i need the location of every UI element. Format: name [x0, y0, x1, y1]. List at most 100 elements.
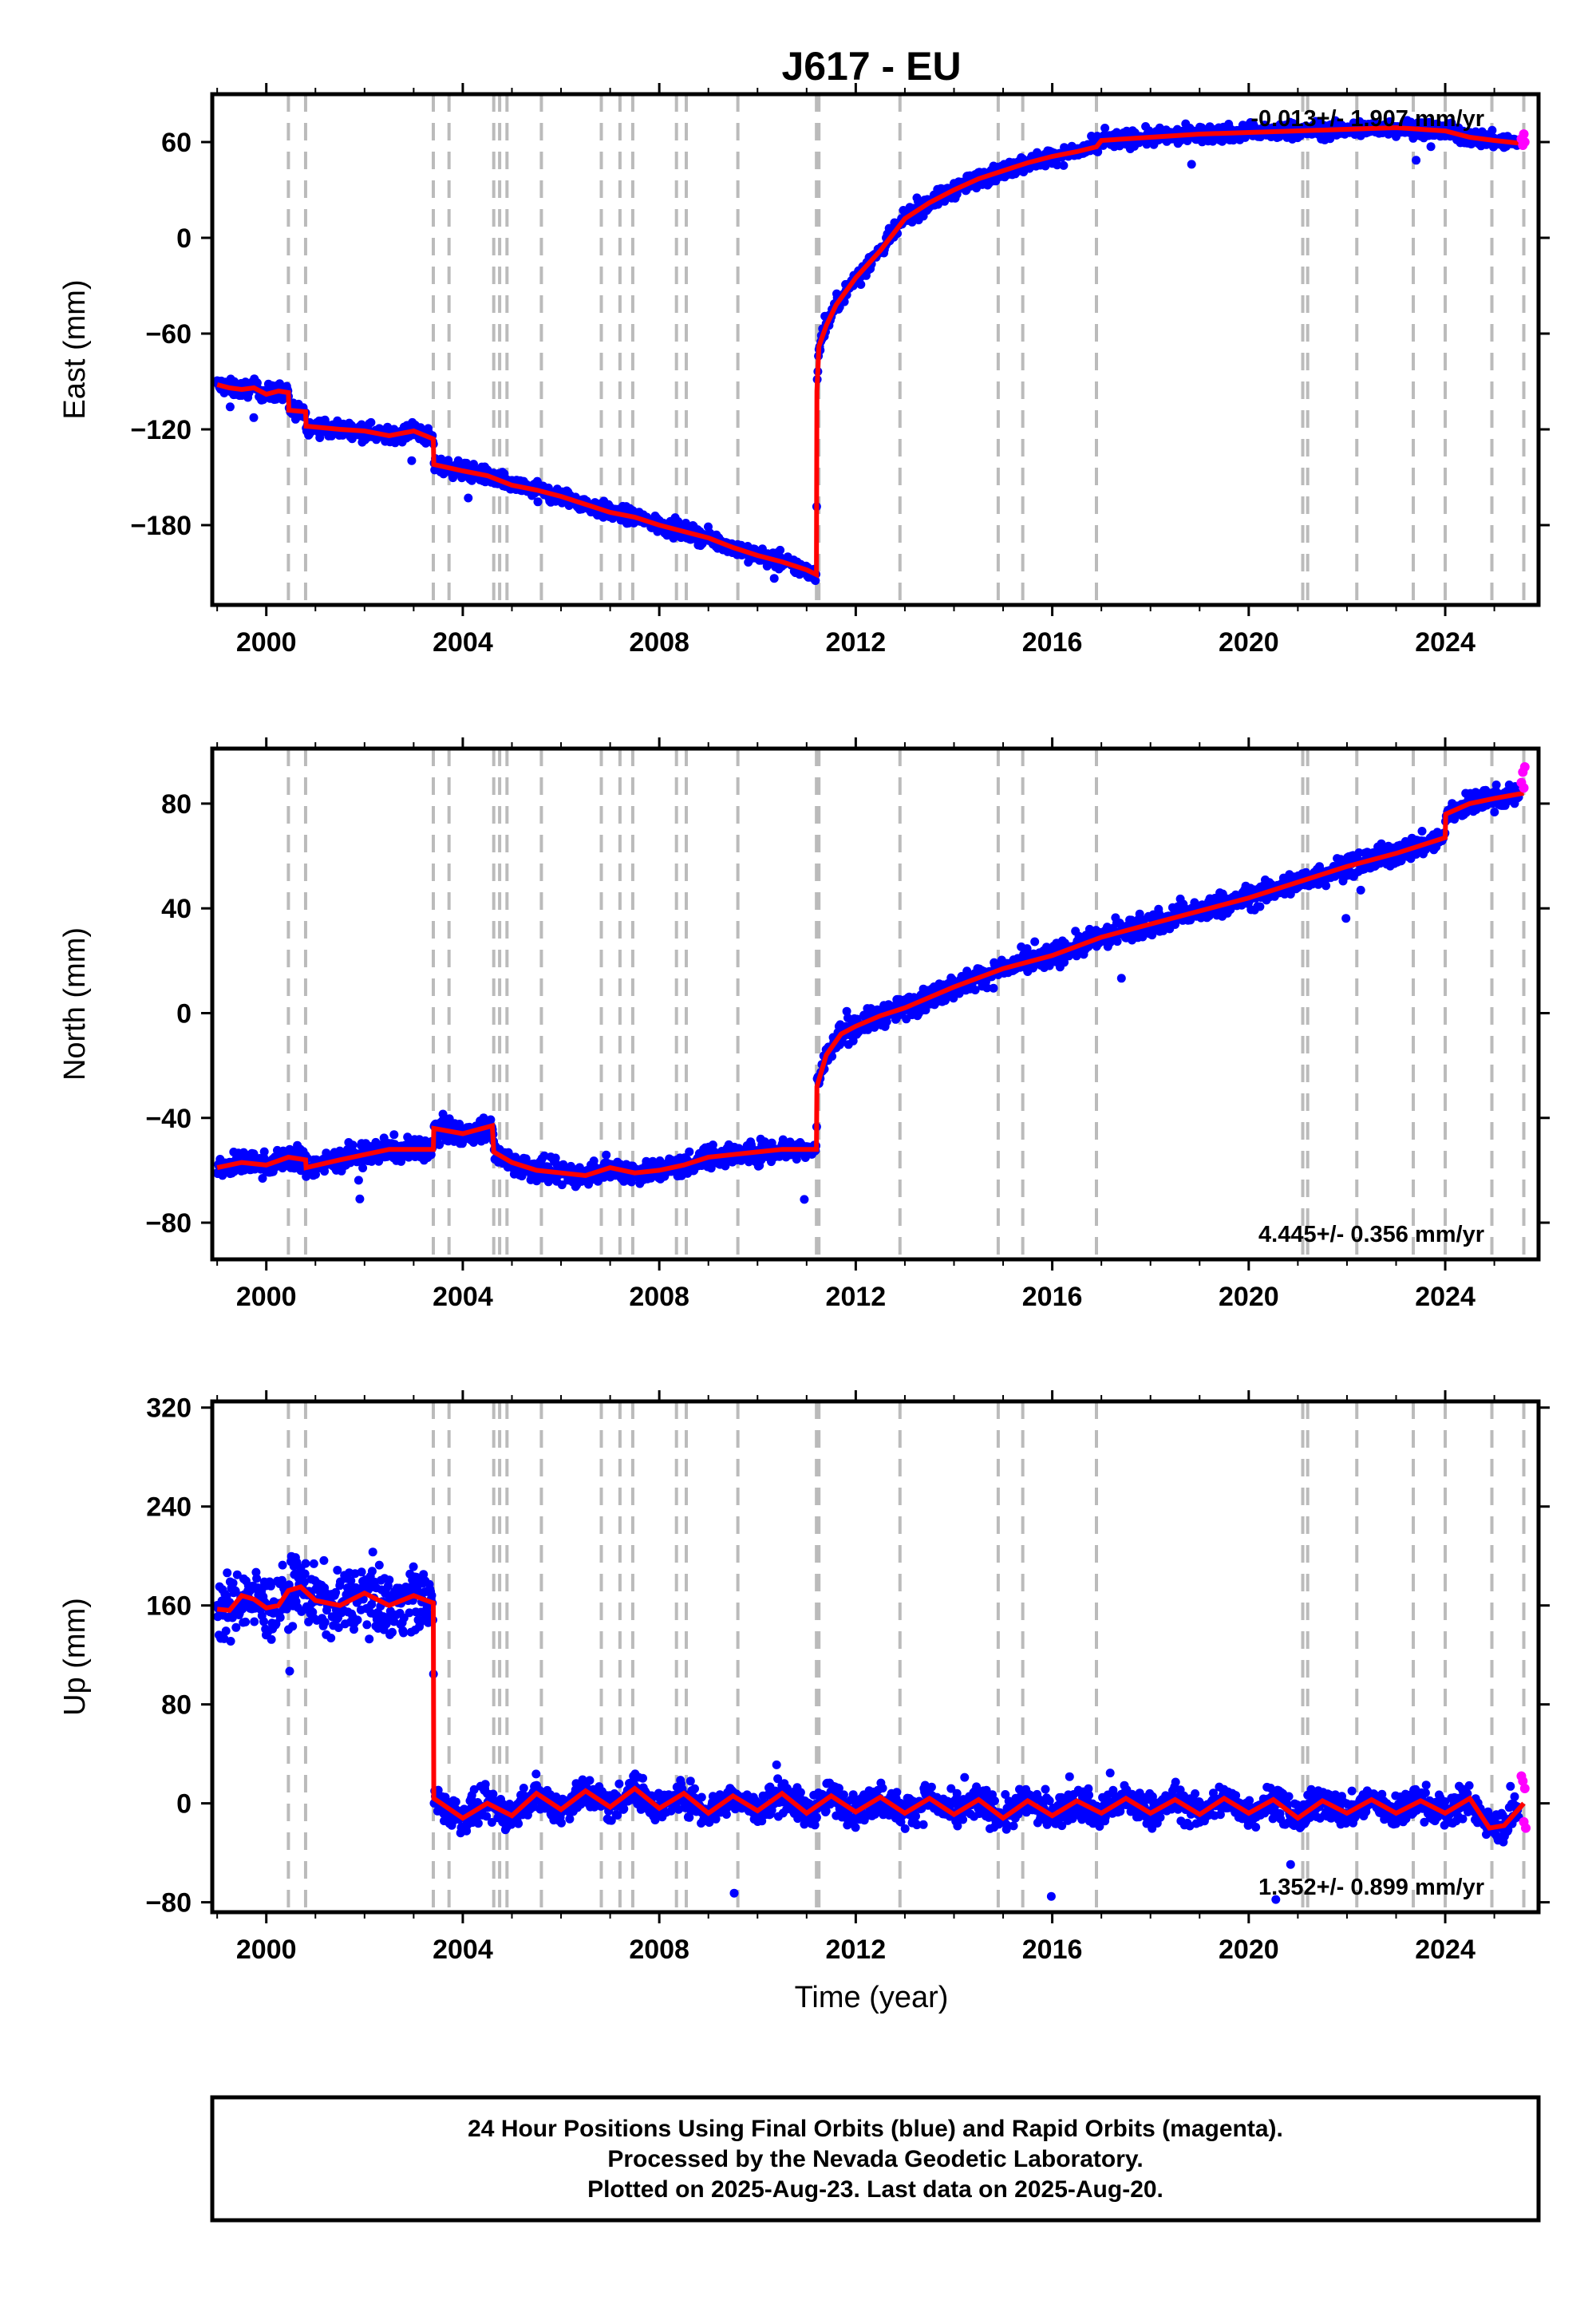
x-tick-label: 2004 — [433, 627, 493, 658]
data-point — [407, 456, 417, 465]
data-point — [389, 1130, 399, 1140]
data-point — [336, 1577, 345, 1587]
x-tick-label: 2024 — [1415, 1282, 1476, 1312]
y-tick-label: −120 — [130, 415, 192, 445]
data-point — [405, 1608, 414, 1618]
data-point — [1356, 885, 1365, 895]
data-point — [769, 574, 779, 583]
x-axis: 2000 2004 2008 2012 2016 2020 2024 — [216, 83, 1495, 658]
data-point — [982, 983, 992, 993]
data-point — [1426, 142, 1436, 152]
y-tick-label: 80 — [161, 789, 192, 820]
final-orbit-points — [212, 116, 1523, 585]
x-tick-label: 2012 — [826, 627, 887, 658]
data-point — [800, 1195, 809, 1204]
data-point — [1412, 156, 1421, 165]
x-tick-label: 2008 — [629, 627, 689, 658]
data-point — [231, 1622, 241, 1632]
data-point — [1321, 881, 1331, 891]
y-tick-label: 40 — [161, 894, 192, 924]
data-point — [346, 1576, 356, 1586]
data-point — [486, 1115, 496, 1124]
data-point — [241, 1617, 251, 1626]
data-point — [1041, 161, 1050, 171]
data-point — [557, 1180, 567, 1190]
data-point — [464, 493, 473, 503]
final-orbit-points — [212, 1547, 1523, 1904]
rapid-point — [1519, 137, 1530, 147]
y-tick-label: −180 — [130, 511, 192, 541]
data-point — [419, 1570, 429, 1579]
data-point — [626, 1177, 636, 1187]
data-point — [309, 1559, 318, 1568]
rapid-orbit-points — [1516, 129, 1530, 150]
data-point — [259, 1617, 268, 1626]
panel-north: 2000 2004 2008 2012 2016 2020 2024−80−4004080N… — [58, 737, 1550, 1312]
data-point — [385, 1575, 394, 1585]
data-point — [381, 1619, 391, 1629]
data-point — [1030, 937, 1040, 947]
data-point — [278, 1560, 287, 1570]
data-point — [539, 1151, 549, 1160]
data-point — [311, 1170, 320, 1180]
data-point — [249, 413, 259, 422]
y-tick-label: 0 — [176, 998, 192, 1029]
data-point — [989, 983, 998, 993]
data-point — [353, 1615, 362, 1625]
data-point — [811, 576, 820, 585]
data-point — [842, 1006, 851, 1016]
data-point — [231, 1586, 240, 1595]
data-point — [275, 1613, 285, 1622]
plot-frame — [210, 746, 1541, 1262]
data-point — [365, 1634, 374, 1644]
data-point — [354, 1176, 363, 1185]
data-point — [366, 417, 376, 427]
x-tick-label: 2020 — [1219, 1282, 1279, 1312]
x-tick-label: 2004 — [433, 1282, 493, 1312]
data-point — [551, 1153, 560, 1163]
event-lines — [286, 1401, 1526, 1912]
data-point — [1053, 160, 1062, 170]
data-point — [1255, 902, 1265, 911]
rapid-point — [1519, 761, 1530, 772]
data-point — [469, 1784, 479, 1794]
x-tick-label: 2000 — [236, 627, 297, 658]
data-point — [462, 458, 472, 468]
data-point — [438, 1109, 448, 1119]
velocity-label: 4.445+/- 0.356 mm/yr — [1258, 1222, 1484, 1247]
rapid-orbit-points — [1516, 761, 1530, 793]
x-tick-label: 2024 — [1415, 627, 1476, 658]
data-point — [319, 1555, 329, 1565]
data-point — [409, 1562, 418, 1571]
data-point — [271, 1619, 281, 1628]
data-point — [427, 1591, 437, 1600]
chart-title: J617 - EU — [781, 44, 961, 89]
panel-up: 2000 2004 2008 2012 2016 2020 2024−80080160240… — [58, 1390, 1550, 1965]
data-point — [300, 1577, 309, 1587]
data-point — [521, 1154, 531, 1164]
x-tick-label: 2016 — [1022, 1282, 1083, 1312]
x-tick-label: 2000 — [236, 1282, 297, 1312]
data-point — [301, 1559, 310, 1568]
x-tick-label: 2008 — [629, 1282, 689, 1312]
data-point — [368, 1547, 377, 1557]
y-axis-title: North (mm) — [58, 927, 92, 1081]
data-point — [1093, 147, 1103, 156]
rapid-point — [1519, 129, 1529, 139]
y-axis-title: East (mm) — [58, 279, 92, 419]
data-point — [355, 1194, 365, 1203]
data-point — [848, 1036, 858, 1045]
data-point — [223, 1568, 232, 1578]
data-point — [1100, 124, 1110, 132]
data-point — [228, 1579, 238, 1588]
data-point — [685, 1147, 694, 1156]
data-point — [259, 1147, 269, 1156]
data-point — [970, 986, 980, 994]
data-point — [357, 1567, 366, 1577]
data-point — [778, 1135, 788, 1144]
data-point — [469, 460, 478, 469]
data-point — [285, 1666, 294, 1676]
data-point — [334, 1623, 343, 1632]
velocity-label: -0.013+/- 1.907 mm/yr — [1250, 106, 1484, 132]
